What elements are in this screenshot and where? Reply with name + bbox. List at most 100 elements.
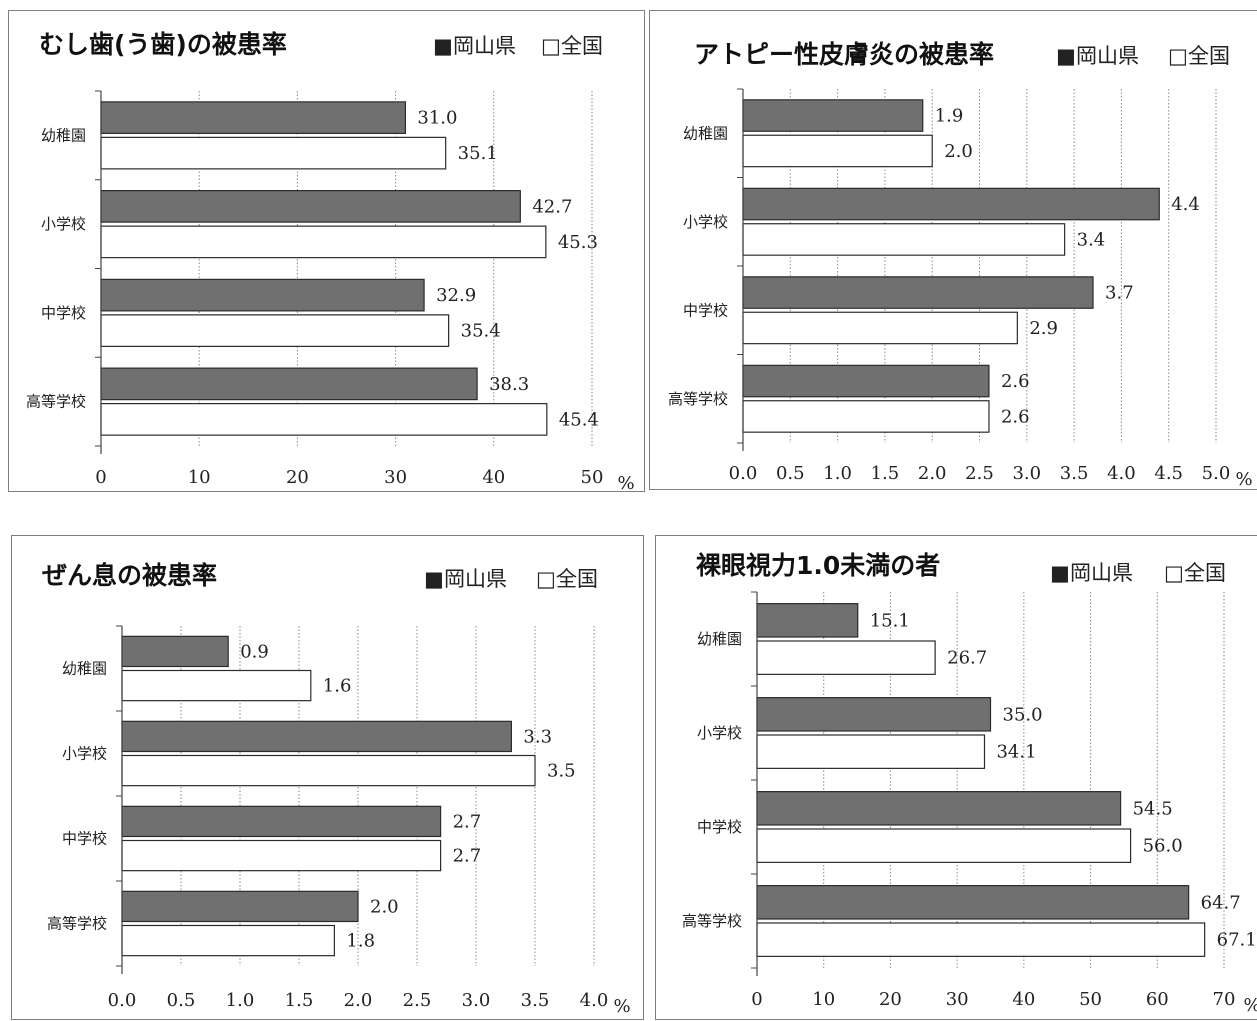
bar-okayama [756,791,1122,826]
category-label: 高等学校 [682,912,742,930]
legend-label-1: 全国 [561,34,603,58]
bar-national [742,311,1018,345]
x-tick-label: 2.0 [344,990,373,1011]
data-label: 38.3 [489,374,529,395]
x-tick-label: 3.5 [1060,463,1089,484]
x-tick-label: 4.0 [1107,463,1136,484]
x-tick-label: 0 [95,467,106,488]
chart-atopic-dermatitis: アトピー性皮膚炎の被患率 ■ 岡山県 □ 全国 0.0 0.5 1.0 1.5 2.0 2.5 3.0… [668,40,1253,490]
x-tick-label: 0.5 [167,990,196,1011]
bar-okayama [756,697,992,732]
bar-national [756,640,936,675]
bar-okayama [756,885,1190,920]
x-tick-label: 0.0 [729,463,758,484]
data-label: 31.0 [417,108,457,129]
category-label: 幼稚園 [697,630,742,648]
category-label: 小学校 [41,215,86,233]
x-tick-label: 2.5 [403,990,432,1011]
chart-panel-atopic-dermatitis: アトピー性皮膚炎の被患率 ■ 岡山県 □ 全国 0.0 0.5 1.0 1.5 2.0 2.5 3.0… [649,10,1257,490]
chart-title: むし歯(う歯)の被患率 [39,30,287,59]
data-label: 35.1 [458,143,498,164]
data-label: 64.7 [1201,892,1241,913]
x-tick-label: 1.5 [285,990,314,1011]
x-tick-label: 1.0 [226,990,255,1011]
category-label: 幼稚園 [41,126,86,144]
data-label: 4.4 [1171,194,1200,215]
data-label: 3.4 [1077,229,1106,250]
x-tick-label: 0.0 [108,990,137,1011]
category-label: 小学校 [683,213,728,231]
chart-title: アトピー性皮膚炎の被患率 [694,40,994,69]
bar-okayama [121,890,359,923]
data-label: 35.0 [1003,704,1043,725]
bar-national [756,922,1206,957]
legend-marker-1: □ [1168,44,1188,68]
data-label: 42.7 [532,196,572,217]
data-label: 2.9 [1029,318,1058,339]
x-tick-label: 3.0 [1012,463,1041,484]
legend-marker-1: □ [541,34,561,58]
legend-label-0: 岡山県 [1070,561,1133,585]
data-label: 45.3 [558,232,598,253]
bar-national [100,314,450,347]
category-label: 中学校 [683,301,728,319]
bar-national [100,136,447,170]
data-label: 3.7 [1105,283,1134,304]
x-tick-label: 20 [879,989,902,1010]
chart-panel-asthma: ぜん息の被患率 ■ 岡山県 □ 全国 0.0 0.5 1.0 1.5 2.0 2.5 3.0 3.5 4.… [11,535,644,1020]
bar-national [121,754,536,787]
bar-national [742,223,1066,256]
x-tick-label: 40 [1012,989,1035,1010]
chart-title: 裸眼視力1.0未満の者 [696,551,940,580]
legend-label-0: 岡山県 [453,34,516,58]
data-label: 3.5 [547,761,576,782]
category-label: 高等学校 [26,393,86,411]
legend-label-0: 岡山県 [444,567,507,591]
legend-label-0: 岡山県 [1076,44,1139,68]
bar-okayama [742,187,1160,221]
data-label: 2.6 [1001,406,1030,427]
x-tick-label: 2.5 [965,463,994,484]
data-label: 0.9 [240,641,269,662]
chart-vision: 裸眼視力1.0未満の者 ■岡山県 □全国 0 10 20 30 40 50 60 70% 幼稚園 15.… [682,551,1257,1016]
category-label: 中学校 [62,830,107,848]
x-tick-label: 3.0 [462,990,491,1011]
category-label: 高等学校 [668,390,728,408]
chart-panel-caries: むし歯(う歯)の被患率 ■ 岡山県 □ 全国 0 10 20 30 40 50% 幼稚園 31.0 35.… [8,10,645,494]
category-label: 小学校 [62,745,107,763]
data-label: 34.1 [996,742,1036,763]
chart-asthma: ぜん息の被患率 ■ 岡山県 □ 全国 0.0 0.5 1.0 1.5 2.0 2.5 3.0 3.5 4.… [42,561,631,1017]
x-tick-label: 50 [1079,989,1102,1010]
category-label: 幼稚園 [62,660,107,678]
data-label: 2.0 [370,896,399,917]
bar-national [100,403,548,436]
bar-national [756,828,1132,863]
data-label: 2.0 [944,141,973,162]
category-label: 高等学校 [47,915,107,933]
bar-national [121,839,442,872]
category-label: 小学校 [697,724,742,742]
data-label: 3.3 [523,726,552,747]
x-unit-label: % [1243,995,1257,1016]
bar-okayama [742,364,990,398]
bar-national [756,734,986,769]
data-label: 15.1 [870,610,910,631]
chart-panel-vision: 裸眼視力1.0未満の者 ■岡山県 □全国 0 10 20 30 40 50 60 70% 幼稚園 15.… [655,535,1257,1020]
data-label: 1.6 [323,676,352,697]
bar-national [100,225,547,259]
bar-national [742,134,933,168]
chart-title: ぜん息の被患率 [42,561,217,590]
legend-marker-1: □ [1164,561,1184,585]
bar-national [742,400,990,433]
legend-marker-0: ■ [433,34,453,58]
legend-marker-0: ■ [1050,561,1070,585]
x-tick-label: 30 [384,467,407,488]
legend-marker-0: ■ [1056,44,1076,68]
data-label: 2.7 [453,846,482,867]
x-tick-label: 4.5 [1154,463,1183,484]
data-label: 67.1 [1217,930,1257,951]
x-tick-label: 5.0 [1202,463,1231,484]
data-label: 45.4 [559,409,599,430]
x-tick-label: 1.5 [871,463,900,484]
chart-caries: むし歯(う歯)の被患率 ■ 岡山県 □ 全国0 10 20 30 40 50 %幼稚園31.035.… [26,30,635,494]
